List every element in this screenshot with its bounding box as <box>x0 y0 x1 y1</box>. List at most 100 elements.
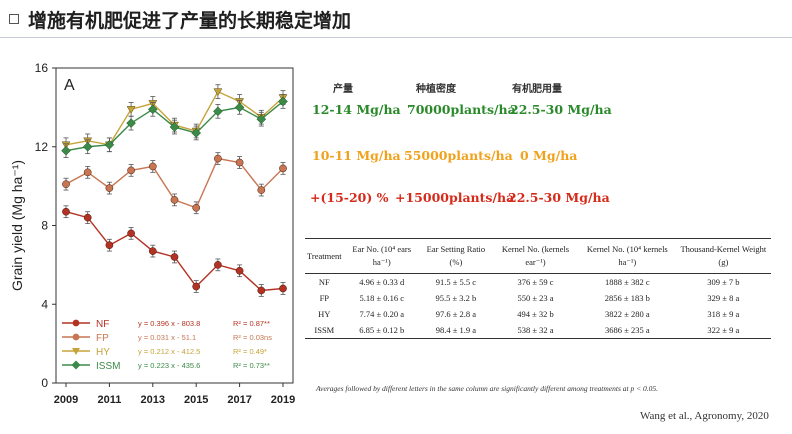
data-point-fp <box>83 168 92 177</box>
grain-yield-chart: A 0 4 8 12 16 2009 2011 2013 2015 2017 2019 Grain yi… <box>9 61 295 406</box>
citation: Wang et al., Agronomy, 2020 <box>640 410 769 422</box>
table-cell: 1888 ± 382 c <box>605 277 650 287</box>
square-bullet-icon <box>9 14 19 24</box>
legend-marker <box>71 360 81 370</box>
data-point-issm <box>82 141 93 152</box>
x-tick-label: 2019 <box>271 394 295 406</box>
table-header-cell: Thousand-Kernel Weight (g) <box>675 238 771 274</box>
legend-label: NF <box>96 319 109 330</box>
data-point-fp <box>127 166 135 175</box>
info-row-fp-density: 55000plants/ha <box>404 148 513 163</box>
legend-label: HY <box>96 347 110 358</box>
data-point-nf <box>257 286 266 295</box>
info-row-hy-density: 70000plants/ha <box>407 102 516 117</box>
table-header-cell: Kernel No. (kernels ear⁻¹) <box>491 238 579 274</box>
table-cell: 98.4 ± 1.9 a <box>419 322 492 339</box>
x-tick-label: 2011 <box>97 394 121 406</box>
data-point-nf <box>148 247 157 255</box>
slide-title: 增施有机肥促进了产量的长期稳定增加 <box>28 10 352 32</box>
data-point-issm <box>169 122 180 132</box>
data-point-issm <box>278 96 288 107</box>
legend-label: FP <box>96 333 109 344</box>
legend-marker <box>72 333 80 341</box>
table-cell: 97.6 ± 2.8 a <box>435 309 477 319</box>
table-cell: 376 ± 59 c <box>517 277 554 287</box>
legend-marker <box>72 319 80 327</box>
legend-equation: y = 0.223 x - 435.6 <box>138 361 200 370</box>
data-point-fp <box>257 186 266 194</box>
data-point-issm <box>256 114 267 125</box>
table-row: NF 4.96 ± 0.33 d 91.5 ± 5.5 c 376 ± 59 c… <box>305 274 771 291</box>
table-cell: 2856 ± 183 b <box>604 293 650 303</box>
table-cell: 329 ± 8 a <box>707 293 740 303</box>
table-cell: 95.5 ± 3.2 b <box>435 293 477 303</box>
data-point-fp <box>235 158 244 167</box>
info-row-hy-yield: 12-14 Mg/ha <box>312 102 401 117</box>
data-point-issm <box>213 106 223 117</box>
table-cell: 3686 ± 235 a <box>578 322 676 339</box>
data-point-issm <box>191 128 202 138</box>
table-cell: NF <box>318 277 330 287</box>
table-cell: 3822 ± 280 a <box>605 309 650 319</box>
table-cell: 494 ± 32 b <box>517 309 554 319</box>
table-row: ISSM 6.85 ± 0.12 b 98.4 ± 1.9 a 538 ± 32… <box>305 322 771 339</box>
data-point-issm <box>61 145 71 156</box>
table-cell: 91.5 ± 5.5 c <box>435 277 477 287</box>
data-point-hy <box>213 88 223 97</box>
header-divider <box>0 37 792 38</box>
legend-r2: R² = 0.03ns <box>233 333 272 342</box>
table-header-cell: Ear Setting Ratio (%) <box>419 238 492 274</box>
yield-components-table: Treatment Ear No. (10⁴ ears ha⁻¹) Ear Se… <box>305 238 771 339</box>
x-tick-label: 2009 <box>54 394 78 406</box>
table-cell: 309 ± 7 b <box>707 277 740 287</box>
data-point-fp <box>62 180 70 189</box>
y-axis-label: Grain yield (Mg ha⁻¹) <box>9 160 25 291</box>
data-point-hy <box>126 106 136 114</box>
table-header-cell: Treatment <box>305 238 344 274</box>
x-tick-label: 2013 <box>141 394 165 406</box>
table-cell: 6.85 ± 0.12 b <box>343 322 420 339</box>
y-tick-label: 12 <box>35 140 49 154</box>
data-point-nf <box>62 207 70 216</box>
slide-header: 增施有机肥促进了产量的长期稳定增加 <box>0 0 792 40</box>
data-point-nf <box>192 282 201 291</box>
info-row-diff-density: +15000plants/ha <box>395 190 515 205</box>
data-point-fp <box>105 184 114 192</box>
y-tick-label: 0 <box>41 376 48 390</box>
data-point-issm <box>234 102 245 113</box>
legend-label: ISSM <box>96 361 120 372</box>
info-row-diff-manure: 22.5-30 Mg/ha <box>508 190 610 205</box>
data-point-nf <box>105 241 114 250</box>
legend-equation: y = 0.212 x - 412.5 <box>138 347 200 356</box>
table-row: HY 7.74 ± 0.20 a 97.6 ± 2.8 a 494 ± 32 b… <box>305 306 771 322</box>
data-point-nf <box>170 253 179 261</box>
x-tick-label: 2017 <box>227 394 251 406</box>
legend-equation: y = 0.396 x - 803.8 <box>138 319 200 328</box>
legend-r2: R² = 0.49* <box>233 347 267 356</box>
data-point-nf <box>279 284 287 293</box>
data-point-nf <box>214 261 222 269</box>
info-header-manure: 有机肥用量 <box>512 84 562 95</box>
table-cell: 322 ± 9 a <box>675 322 771 339</box>
table-cell: 318 ± 9 a <box>707 309 740 319</box>
data-point-nf <box>83 213 92 222</box>
legend-equation: y = 0.031 x - 51.1 <box>138 333 196 342</box>
y-tick-label: 16 <box>35 61 49 75</box>
data-point-fp <box>279 164 287 173</box>
table-cell: 550 ± 23 a <box>517 293 554 303</box>
data-point-fp <box>192 203 201 212</box>
panel-label: A <box>64 77 75 94</box>
data-point-fp <box>170 196 179 204</box>
info-header-yield: 产量 <box>333 84 353 95</box>
table-cell: FP <box>319 293 330 303</box>
data-point-issm <box>147 104 158 115</box>
info-row-diff-yield: +(15-20) % <box>310 190 389 205</box>
data-point-nf <box>235 266 244 275</box>
info-row-fp-yield: 10-11 Mg/ha <box>312 148 401 163</box>
y-tick-label: 4 <box>41 297 48 311</box>
info-row-hy-manure: 22.5-30 Mg/ha <box>510 102 612 117</box>
table-footnote: Averages followed by different letters i… <box>316 384 659 393</box>
data-point-issm <box>126 118 136 128</box>
table-cell: 7.74 ± 0.20 a <box>359 309 405 319</box>
table-header-cell: Kernel No. (10⁴ kernels ha⁻¹) <box>578 238 676 274</box>
